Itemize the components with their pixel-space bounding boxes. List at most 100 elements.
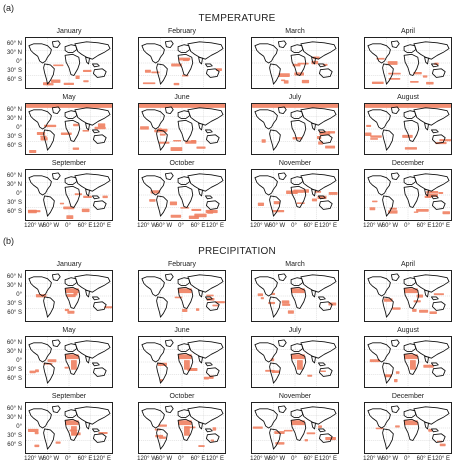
anomaly-patch — [73, 123, 79, 127]
anomaly-patch — [190, 140, 197, 143]
longitude-label: 120° W — [24, 223, 44, 229]
anomaly-patch — [64, 308, 69, 312]
continent-outline — [205, 367, 220, 377]
anomaly-patch — [81, 208, 90, 213]
continent-outline — [92, 362, 100, 367]
continent-outline — [318, 195, 326, 200]
continent-outline — [64, 418, 81, 441]
continent-outline — [28, 342, 52, 363]
month-title: December — [391, 393, 425, 400]
anomaly-patch — [40, 137, 48, 141]
panel-a-letter: (a) — [3, 3, 14, 13]
anomaly-patch — [205, 209, 218, 214]
continent-outline — [254, 43, 278, 64]
continent-outline — [92, 200, 107, 210]
longitude-label: 0° — [178, 223, 184, 229]
continent-outline — [277, 172, 287, 181]
anomaly-patch — [257, 202, 265, 206]
continent-outline — [311, 289, 316, 298]
anomaly-patch — [291, 288, 305, 294]
world-map-temperature-december — [364, 169, 452, 221]
map-svg — [252, 271, 338, 321]
world-map-precipitation-october — [138, 402, 226, 454]
continent-outline — [318, 301, 333, 311]
anomaly-patch — [65, 354, 79, 360]
continent-outline — [254, 175, 278, 196]
anomaly-patch — [404, 420, 418, 426]
continent-outline — [300, 107, 337, 126]
longitude-label: 120° E — [318, 223, 338, 229]
anomaly-patch — [370, 138, 378, 140]
month-title: September — [51, 160, 87, 167]
continent-outline — [431, 428, 439, 433]
continent-outline — [269, 63, 281, 85]
continent-outline — [164, 273, 174, 282]
anomaly-patch — [287, 310, 294, 314]
anomaly-patch — [159, 133, 166, 136]
continent-outline — [413, 41, 450, 60]
continent-outline — [318, 428, 326, 433]
anomaly-patch — [191, 208, 202, 211]
continent-outline — [290, 418, 307, 441]
anomaly-patch — [282, 303, 291, 306]
continent-outline — [290, 286, 307, 309]
continent-outline — [431, 129, 439, 134]
continent-outline — [290, 110, 304, 119]
anomaly-patch — [83, 195, 92, 198]
continent-outline — [424, 188, 429, 197]
anomaly-patch — [29, 370, 36, 374]
latitude-label: 30° S — [7, 200, 22, 206]
world-map-precipitation-march — [251, 270, 339, 322]
latitude-label: 60° N — [6, 173, 22, 179]
continent-outline — [164, 339, 174, 348]
anomaly-patch — [144, 69, 151, 73]
longitude-label: 120° W — [363, 223, 383, 229]
continent-outline — [141, 109, 165, 130]
anomaly-patch — [278, 73, 290, 77]
continent-outline — [300, 274, 337, 293]
world-map-temperature-october — [138, 169, 226, 221]
continent-outline — [431, 195, 439, 200]
anomaly-patch — [366, 124, 372, 127]
month-title: March — [285, 261, 305, 268]
continent-outline — [74, 107, 111, 126]
continent-outline — [205, 296, 213, 301]
continent-outline — [28, 43, 52, 64]
continent-outline — [51, 40, 61, 49]
anomaly-patch — [149, 199, 156, 202]
latitude-label: 0° — [16, 424, 22, 430]
anomaly-patch — [178, 57, 191, 61]
continent-outline — [141, 342, 165, 363]
anomaly-patch — [102, 195, 108, 199]
world-map-temperature-september — [25, 169, 113, 221]
continent-outline — [164, 106, 174, 115]
anomaly-patch — [215, 301, 225, 304]
continent-outline — [290, 352, 307, 375]
anomaly-patch — [35, 369, 39, 373]
anomaly-patch — [178, 288, 192, 294]
continent-outline — [85, 188, 90, 197]
continent-outline — [254, 276, 278, 297]
continent-outline — [390, 40, 400, 49]
longitude-label: 120° E — [205, 456, 225, 462]
longitude-label: 120° W — [24, 456, 44, 462]
continent-outline — [64, 185, 81, 208]
month-title: February — [167, 28, 196, 35]
continent-outline — [64, 352, 81, 375]
anomaly-patch — [174, 296, 183, 299]
continent-outline — [198, 355, 203, 364]
anomaly-patch — [53, 64, 64, 67]
anomaly-patch — [252, 104, 338, 108]
anomaly-patch — [422, 75, 428, 78]
anomaly-patch — [212, 427, 217, 431]
map-svg — [139, 337, 225, 387]
panel-b-letter: (b) — [3, 236, 14, 246]
anomaly-patch — [44, 124, 57, 128]
anomaly-patch — [155, 434, 164, 438]
latitude-label: 60° S — [7, 209, 22, 215]
anomaly-patch — [311, 198, 318, 202]
longitude-label: 120° E — [431, 456, 451, 462]
continent-outline — [431, 296, 439, 301]
continent-outline — [85, 289, 90, 298]
anomaly-patch — [426, 190, 439, 194]
